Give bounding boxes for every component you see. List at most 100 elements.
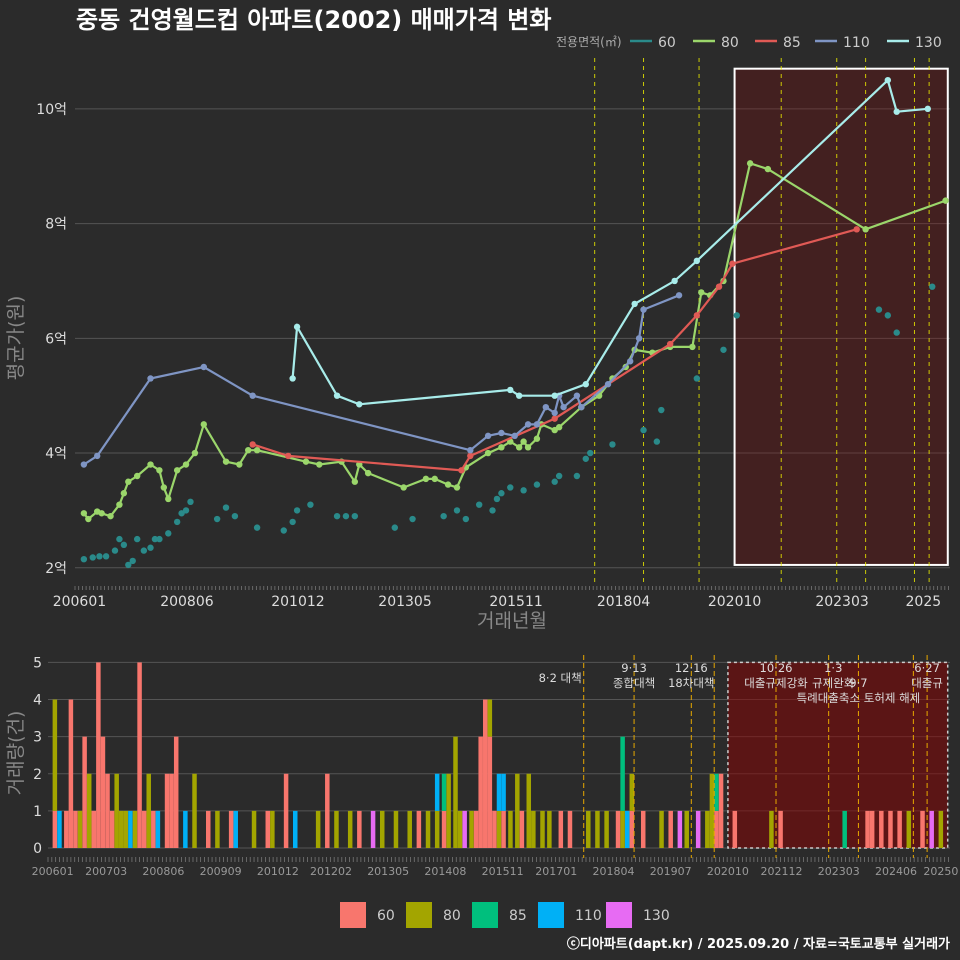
point-80 bbox=[302, 458, 310, 465]
bar-80 bbox=[315, 810, 321, 848]
bar-130 bbox=[462, 810, 467, 848]
point-80 bbox=[98, 510, 105, 517]
point-60 bbox=[640, 426, 647, 434]
bar-80 bbox=[469, 810, 474, 848]
highlight-box bbox=[733, 67, 949, 566]
legend-swatch-60 bbox=[340, 902, 366, 928]
legend-label-130: 130 bbox=[643, 908, 670, 924]
bar-60 bbox=[869, 810, 875, 848]
bar-60 bbox=[567, 810, 573, 848]
bar-80 bbox=[52, 699, 58, 811]
x-tick-label: 201305 bbox=[367, 865, 409, 878]
point-60 bbox=[453, 507, 461, 514]
bar-60 bbox=[897, 810, 902, 848]
point-60 bbox=[693, 375, 701, 382]
policy-note: 6·27 bbox=[914, 661, 940, 675]
bar-80 bbox=[629, 773, 635, 811]
point-130 bbox=[356, 401, 363, 408]
point-60 bbox=[333, 512, 341, 520]
point-80 bbox=[453, 484, 461, 491]
point-110 bbox=[542, 403, 550, 411]
point-60 bbox=[165, 530, 172, 537]
x-tick-label: 202303 bbox=[815, 594, 868, 610]
bar-60 bbox=[714, 810, 719, 848]
bar-80 bbox=[526, 773, 532, 848]
point-60 bbox=[409, 515, 416, 523]
point-80 bbox=[689, 343, 696, 351]
point-110 bbox=[80, 461, 88, 468]
bar-60 bbox=[96, 662, 101, 848]
point-80 bbox=[116, 501, 123, 508]
bar-60 bbox=[668, 810, 673, 848]
bar-60 bbox=[325, 773, 330, 848]
legend-swatch-130 bbox=[606, 902, 632, 928]
point-60 bbox=[587, 449, 594, 457]
point-60 bbox=[489, 507, 496, 514]
x-tick-label: 202010 bbox=[708, 594, 761, 610]
point-110 bbox=[533, 421, 541, 428]
top-y-ticks: 2억 4억 6억 8억 10억 bbox=[36, 102, 67, 577]
bar-60 bbox=[52, 810, 58, 848]
x-tick-label: 200806 bbox=[160, 594, 214, 610]
x-tick-label: 201408 bbox=[424, 865, 466, 878]
bar-80 bbox=[347, 810, 353, 848]
bar-80 bbox=[334, 810, 339, 848]
bar-60 bbox=[105, 773, 110, 848]
bar-80 bbox=[77, 810, 83, 848]
point-60 bbox=[520, 487, 527, 494]
point-80 bbox=[698, 289, 705, 296]
point-60 bbox=[493, 495, 501, 503]
point-130 bbox=[293, 323, 301, 331]
point-60 bbox=[658, 406, 665, 414]
point-85 bbox=[249, 441, 256, 448]
point-110 bbox=[640, 306, 647, 313]
bar-60 bbox=[640, 810, 646, 848]
point-60 bbox=[573, 472, 581, 480]
bar-60 bbox=[109, 810, 115, 848]
point-110 bbox=[578, 403, 585, 411]
bar-80 bbox=[659, 810, 664, 848]
x-tick-label: 20250 bbox=[923, 865, 958, 878]
point-80 bbox=[245, 446, 252, 454]
point-80 bbox=[764, 165, 772, 173]
bar-110 bbox=[57, 810, 62, 848]
y-tick-label: 4억 bbox=[45, 446, 67, 462]
bar-80 bbox=[393, 810, 399, 848]
line-85 bbox=[252, 228, 857, 472]
bar-130 bbox=[695, 810, 701, 848]
bar-80 bbox=[192, 773, 197, 848]
bar-110 bbox=[233, 810, 238, 848]
bar-80 bbox=[586, 810, 591, 848]
bottom-x-ticks: 200601 200703 200806 200909 201012 201202 2013… bbox=[32, 857, 958, 878]
bar-80 bbox=[215, 810, 220, 848]
bar-60 bbox=[483, 699, 488, 848]
point-80 bbox=[400, 484, 407, 491]
bar-80 bbox=[270, 810, 275, 848]
policy-note: 특례대출축소 토허제 해제 bbox=[797, 691, 921, 705]
point-60 bbox=[440, 512, 447, 520]
top-x-ticks: 200601 200806 201012 201305 201511 201804 2020… bbox=[53, 586, 949, 610]
point-110 bbox=[551, 409, 558, 417]
bar-80 bbox=[407, 810, 412, 848]
bar-80 bbox=[119, 810, 124, 848]
point-60 bbox=[653, 438, 661, 445]
point-80 bbox=[182, 461, 190, 468]
point-60 bbox=[89, 554, 96, 561]
bar-60 bbox=[888, 810, 893, 848]
point-85 bbox=[729, 260, 736, 267]
bar-110 bbox=[183, 810, 188, 848]
bar-60 bbox=[501, 810, 506, 848]
legend-swatch-110 bbox=[538, 902, 564, 928]
bar-60 bbox=[164, 773, 170, 848]
point-110 bbox=[511, 432, 518, 440]
bar-60 bbox=[473, 810, 479, 848]
y-tick-label: 0 bbox=[33, 841, 42, 857]
point-60 bbox=[391, 524, 398, 531]
policy-note: 대출규제강화 bbox=[744, 676, 808, 690]
point-85 bbox=[458, 467, 465, 474]
point-110 bbox=[200, 363, 208, 371]
point-110 bbox=[573, 392, 581, 399]
bar-60 bbox=[441, 810, 447, 848]
